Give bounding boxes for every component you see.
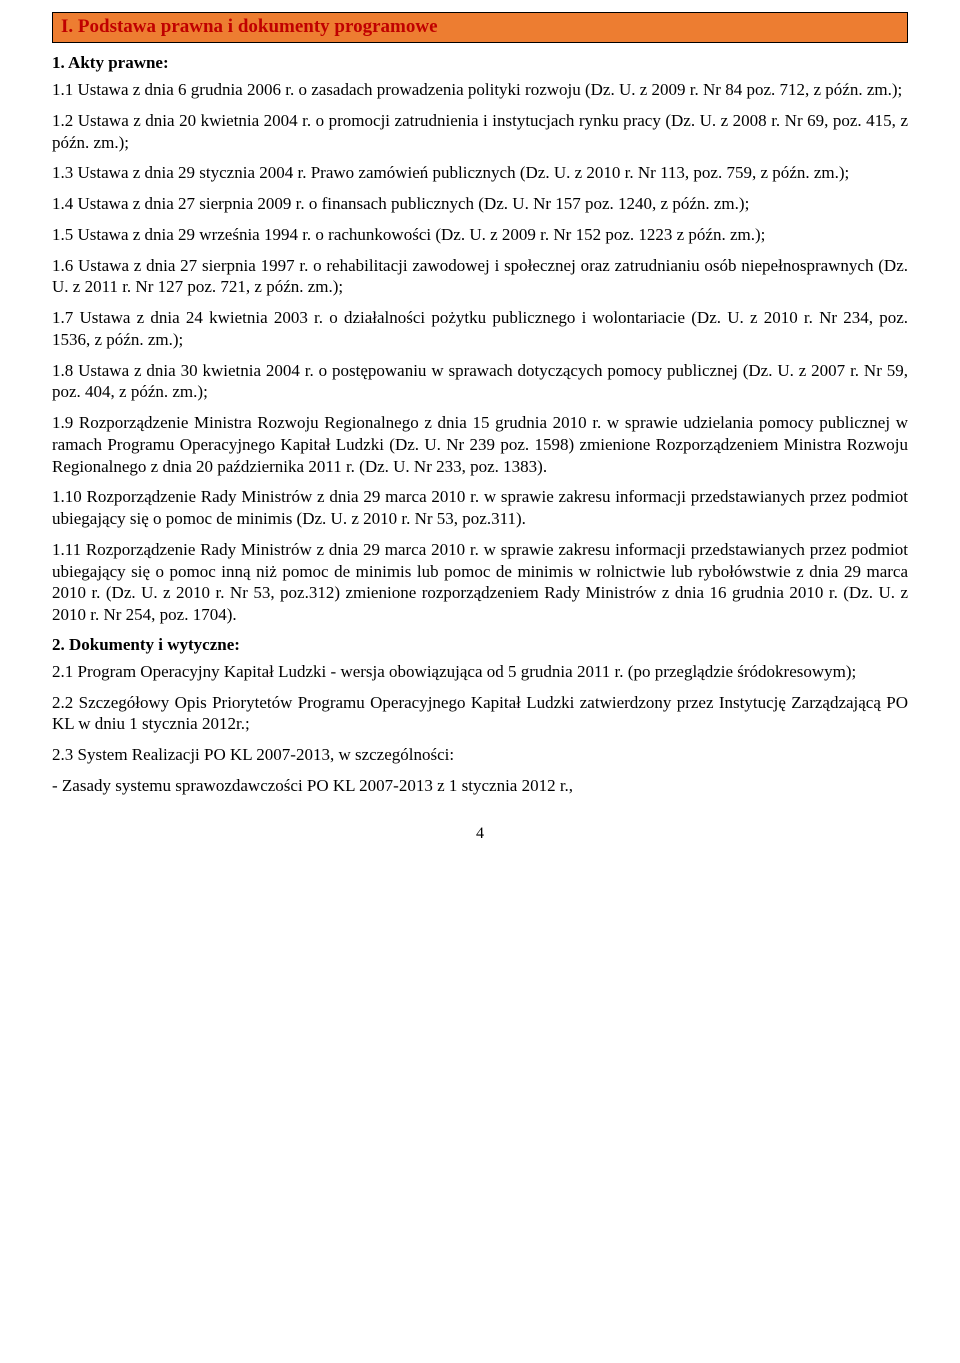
para-2-1: 2.1 Program Operacyjny Kapitał Ludzki - …	[52, 661, 908, 683]
para-2-3: 2.3 System Realizacji PO KL 2007-2013, w…	[52, 744, 908, 766]
para-1-11: 1.11 Rozporządzenie Rady Ministrów z dni…	[52, 539, 908, 626]
para-1-8: 1.8 Ustawa z dnia 30 kwietnia 2004 r. o …	[52, 360, 908, 404]
para-1-7: 1.7 Ustawa z dnia 24 kwietnia 2003 r. o …	[52, 307, 908, 351]
para-1-4: 1.4 Ustawa z dnia 27 sierpnia 2009 r. o …	[52, 193, 908, 215]
section-title: I. Podstawa prawna i dokumenty programow…	[61, 16, 438, 37]
para-2-2: 2.2 Szczegółowy Opis Priorytetów Program…	[52, 692, 908, 736]
para-2-4: - Zasady systemu sprawozdawczości PO KL …	[52, 775, 908, 797]
section-header: I. Podstawa prawna i dokumenty programow…	[52, 12, 908, 43]
para-1-1: 1.1 Ustawa z dnia 6 grudnia 2006 r. o za…	[52, 79, 908, 101]
subheading-dokumenty: 2. Dokumenty i wytyczne:	[52, 635, 908, 655]
para-1-5: 1.5 Ustawa z dnia 29 września 1994 r. o …	[52, 224, 908, 246]
para-1-2: 1.2 Ustawa z dnia 20 kwietnia 2004 r. o …	[52, 110, 908, 154]
subheading-akty-prawne: 1. Akty prawne:	[52, 53, 908, 73]
para-1-10: 1.10 Rozporządzenie Rady Ministrów z dni…	[52, 486, 908, 530]
para-1-9: 1.9 Rozporządzenie Ministra Rozwoju Regi…	[52, 412, 908, 477]
para-1-3: 1.3 Ustawa z dnia 29 stycznia 2004 r. Pr…	[52, 162, 908, 184]
para-1-6: 1.6 Ustawa z dnia 27 sierpnia 1997 r. o …	[52, 255, 908, 299]
page-number: 4	[52, 825, 908, 843]
